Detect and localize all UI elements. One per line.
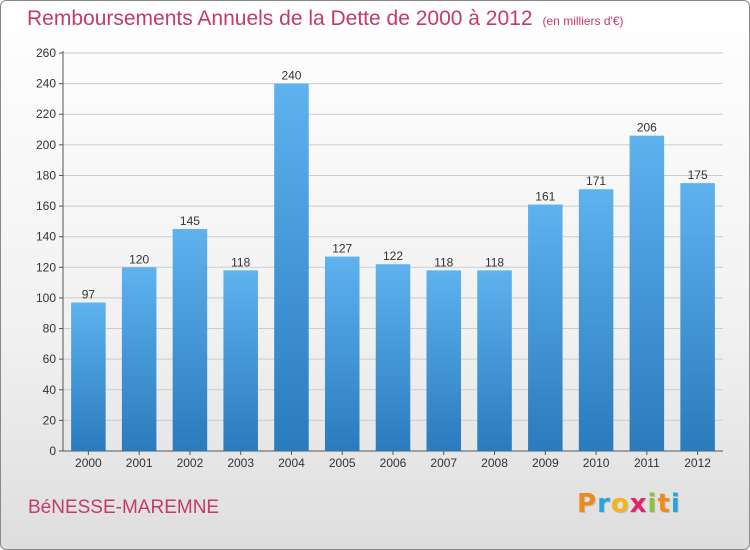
bars — [71, 83, 715, 451]
bar — [528, 204, 563, 451]
bar — [375, 264, 411, 451]
y-tick-label: 120 — [36, 260, 56, 274]
x-tick-label: 2001 — [126, 456, 153, 470]
x-tick-label: 2007 — [430, 456, 457, 470]
data-label: 161 — [535, 190, 555, 204]
y-tick-label: 240 — [36, 77, 56, 91]
y-tick-label: 200 — [36, 138, 56, 152]
x-tick-label: 2004 — [278, 456, 305, 470]
y-tick-label: 140 — [36, 230, 56, 244]
bar — [426, 270, 462, 451]
bar — [121, 267, 157, 451]
y-tick-label: 160 — [36, 199, 56, 213]
y-tick-label: 220 — [36, 107, 56, 121]
data-label: 118 — [231, 255, 250, 269]
x-tick-label: 2005 — [329, 456, 356, 470]
bar — [223, 270, 258, 451]
data-label: 97 — [82, 288, 96, 302]
data-label: 122 — [383, 249, 403, 263]
logo-letter: o — [610, 489, 630, 519]
chart-title: Remboursements Annuels de la Dette de 20… — [27, 7, 624, 31]
bar — [629, 135, 665, 451]
data-label: 175 — [688, 168, 708, 182]
bar — [680, 183, 715, 451]
x-tick-label: 2012 — [684, 456, 711, 470]
x-tick-label: 2009 — [532, 456, 559, 470]
axes: 0 20 40 60 80 100 120 140 160 180 200 220 240 260 — [36, 46, 723, 458]
logo-letter: r — [597, 489, 611, 519]
x-tick-label: 2011 — [634, 456, 660, 470]
bar — [324, 256, 360, 451]
data-label: 206 — [637, 121, 657, 135]
bar — [71, 302, 106, 451]
unit-label: (en milliers d'€) — [542, 14, 624, 28]
y-tick-label: 100 — [36, 291, 56, 305]
logo-letter: i — [647, 489, 658, 519]
data-label: 118 — [485, 255, 504, 269]
data-label: 171 — [586, 174, 606, 188]
data-label: 127 — [332, 242, 352, 256]
x-tick-label: 2006 — [380, 456, 407, 470]
data-label: 240 — [281, 69, 301, 83]
bar — [477, 270, 512, 451]
y-tick-label: 20 — [43, 413, 57, 427]
x-tick-label: 2000 — [75, 456, 102, 470]
data-label: 145 — [180, 214, 200, 228]
y-tick-label: 80 — [43, 322, 57, 336]
bar — [274, 83, 309, 451]
bar — [578, 189, 614, 451]
x-tick-label: 2003 — [227, 456, 254, 470]
title-text: Remboursements Annuels de la Dette de 20… — [27, 7, 533, 30]
logo-letter: P — [577, 489, 598, 519]
y-tick-label: 60 — [43, 352, 57, 366]
y-tick-label: 180 — [36, 168, 56, 182]
data-label: 118 — [434, 255, 453, 269]
y-tick-label: 0 — [49, 444, 56, 458]
data-label: 120 — [129, 252, 149, 266]
x-tick-label: 2008 — [481, 456, 508, 470]
proxiti-logo: Proxiti — [577, 489, 681, 519]
y-tick-label: 260 — [36, 46, 56, 60]
logo-letter: t — [657, 489, 671, 519]
bar — [172, 229, 208, 451]
logo-letter: x — [629, 489, 648, 519]
commune-name: BéNESSE-MAREMNE — [28, 497, 220, 518]
logo-letter: i — [670, 489, 681, 519]
x-tick-label: 2002 — [177, 456, 204, 470]
labels: 97 2000 120 2001 145 2002 118 2003 240 2004 127 200… — [75, 69, 711, 470]
y-tick-label: 40 — [43, 383, 57, 397]
x-tick-label: 2010 — [583, 456, 610, 470]
